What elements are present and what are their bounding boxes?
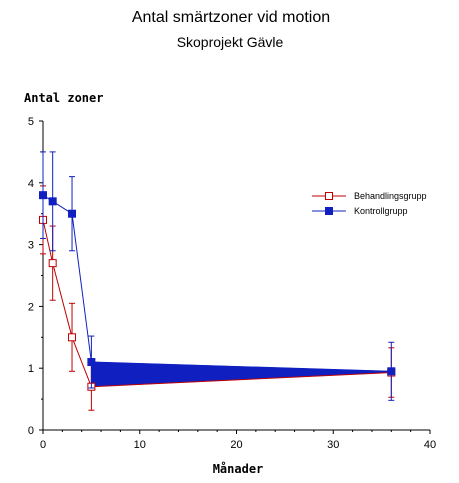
x-tick-label: 0 bbox=[40, 439, 46, 451]
y-axis-label: Antal zoner bbox=[24, 91, 103, 105]
behandlingsgrupp-point bbox=[48, 259, 57, 268]
kontrollgrupp-point bbox=[387, 367, 396, 376]
kontrollgrupp-point bbox=[48, 197, 57, 206]
y-tick-label: 1 bbox=[28, 363, 34, 375]
kontrollgrupp-point bbox=[87, 358, 96, 367]
kontrollgrupp-point bbox=[39, 191, 47, 200]
chart-subtitle: Skoprojekt Gävle bbox=[177, 34, 284, 50]
x-tick-label: 10 bbox=[134, 439, 146, 451]
plot-area: 0 1 2 3 4 5 0 10 20 30 40 Behandlingsgrupp Kontrollg… bbox=[28, 116, 436, 451]
y-tick-label: 5 bbox=[28, 116, 34, 128]
kontrollgrupp-point bbox=[68, 209, 77, 218]
legend-label-behandlingsgrupp: Behandlingsgrupp bbox=[354, 191, 427, 201]
y-tick-label: 3 bbox=[28, 240, 34, 252]
x-tick-label: 20 bbox=[230, 439, 242, 451]
x-axis-label: Månader bbox=[213, 462, 264, 476]
legend-marker-kontrollgrupp bbox=[325, 207, 333, 215]
behandlingsgrupp-point bbox=[68, 333, 77, 342]
chart-title: Antal smärtzoner vid motion bbox=[132, 9, 330, 26]
y-tick-label: 0 bbox=[28, 425, 34, 437]
y-tick-label: 2 bbox=[28, 301, 34, 313]
kontrollgrupp-line bbox=[42, 194, 392, 372]
legend-label-kontrollgrupp: Kontrollgrupp bbox=[354, 206, 408, 216]
x-tick-label: 30 bbox=[327, 439, 339, 451]
x-tick-label: 40 bbox=[424, 439, 436, 451]
y-tick-label: 4 bbox=[28, 178, 34, 190]
legend-marker-behandlingsgrupp bbox=[325, 192, 333, 200]
